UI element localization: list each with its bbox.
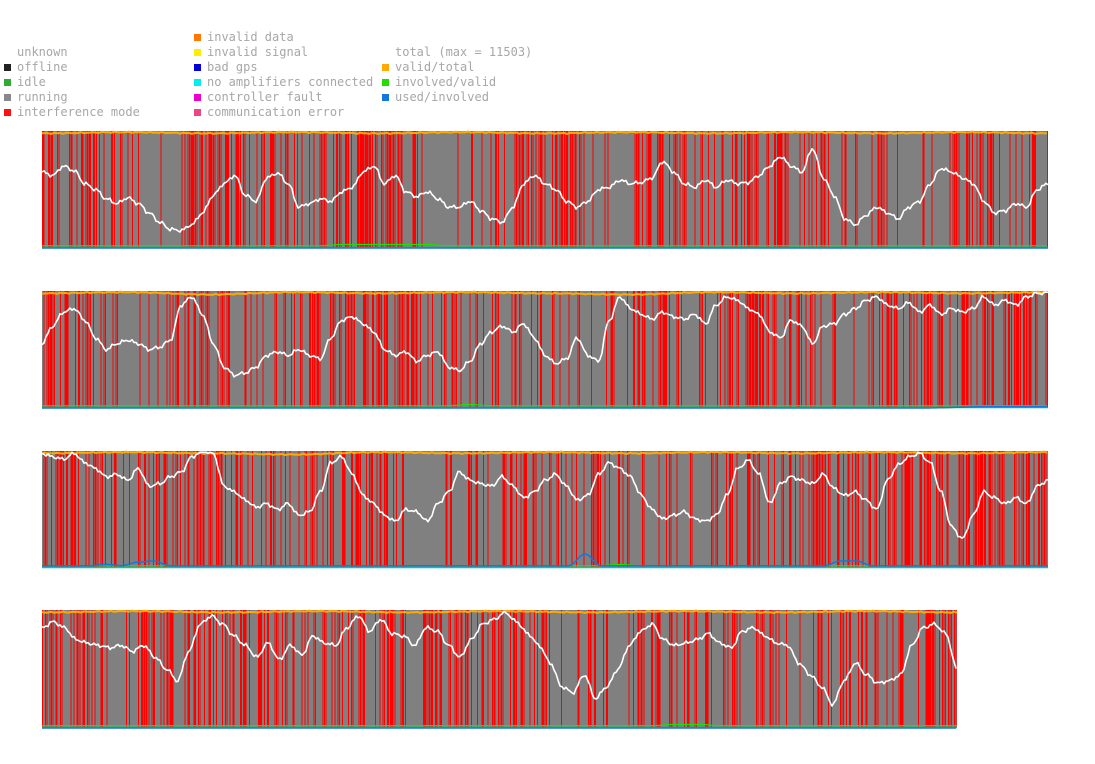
chart-panel-4 bbox=[41, 609, 958, 729]
legend-label: invalid signal bbox=[207, 45, 309, 59]
legend: unknown offline idle running interferenc… bbox=[0, 30, 1095, 122]
legend-swatch bbox=[382, 64, 389, 71]
legend-swatch bbox=[194, 79, 201, 86]
chart-panel-3 bbox=[41, 450, 1049, 569]
legend-label: total (max = 11503) bbox=[395, 45, 533, 59]
legend-swatch bbox=[4, 64, 11, 71]
valid-total-line bbox=[41, 290, 1048, 297]
legend-label: used/involved bbox=[395, 90, 489, 104]
total-line bbox=[41, 291, 1048, 378]
legend-swatch bbox=[194, 94, 201, 101]
chart-panel-1 bbox=[41, 130, 1049, 249]
legend-label: offline bbox=[17, 60, 68, 74]
legend-swatch bbox=[4, 79, 11, 86]
involved-valid-line bbox=[42, 243, 1047, 247]
used-involved-line bbox=[42, 406, 1048, 409]
legend-label: no amplifiers connected bbox=[207, 75, 374, 89]
chart-panel-2 bbox=[41, 290, 1048, 409]
valid-total-line bbox=[41, 130, 1048, 136]
legend-label: involved/valid bbox=[395, 75, 497, 89]
involved-valid-line bbox=[42, 403, 1047, 407]
legend-label: controller fault bbox=[207, 90, 323, 104]
running-area bbox=[42, 451, 1048, 568]
legend-label: idle bbox=[17, 75, 46, 89]
legend-label: running bbox=[17, 90, 68, 104]
used-involved-line bbox=[42, 553, 1048, 567]
running-area bbox=[42, 291, 1048, 408]
legend-swatch bbox=[194, 34, 201, 41]
valid-total-line bbox=[41, 609, 958, 615]
legend-label: invalid data bbox=[207, 30, 294, 44]
involved-valid-line bbox=[42, 723, 957, 727]
legend-label: valid/total bbox=[395, 60, 475, 74]
legend-swatch bbox=[194, 64, 201, 71]
legend-label: communication error bbox=[207, 105, 345, 119]
total-line bbox=[41, 148, 1049, 233]
total-line bbox=[41, 610, 957, 707]
legend-swatch bbox=[194, 49, 201, 56]
legend-swatch bbox=[194, 109, 201, 116]
interference-stripes bbox=[43, 291, 1048, 408]
total-line bbox=[41, 451, 1049, 539]
interference-stripes bbox=[42, 131, 1048, 248]
legend-swatch bbox=[4, 109, 11, 116]
legend-swatch bbox=[4, 94, 11, 101]
interference-stripes bbox=[42, 610, 957, 728]
legend-label: bad gps bbox=[207, 60, 258, 74]
legend-swatch bbox=[382, 79, 389, 86]
legend-label: unknown bbox=[17, 45, 68, 59]
legend-label: interference mode bbox=[17, 105, 140, 119]
legend-swatch bbox=[382, 94, 389, 101]
